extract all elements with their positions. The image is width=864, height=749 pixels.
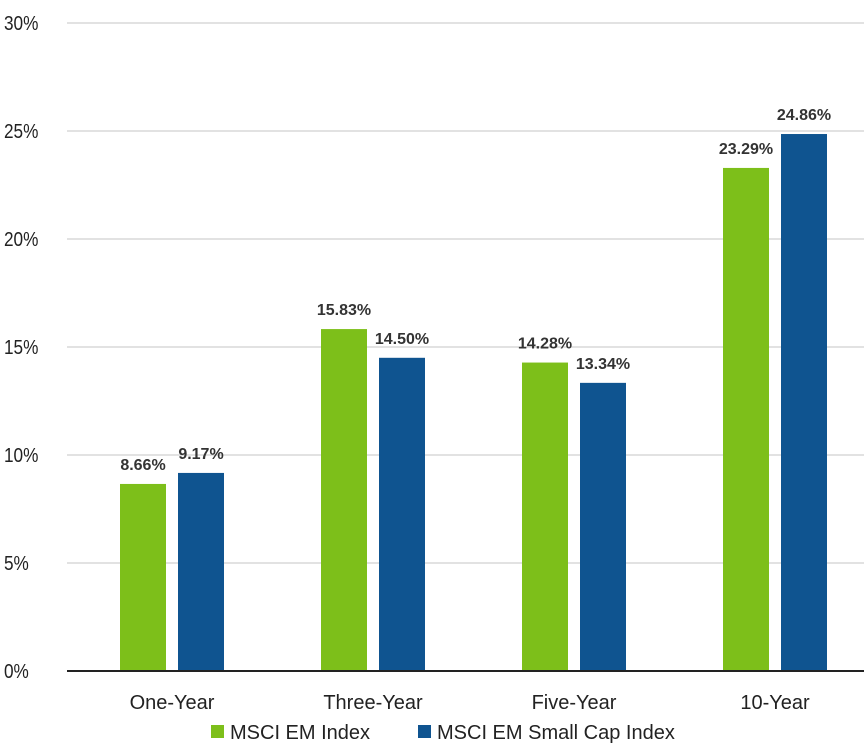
y-tick-label: 20% (4, 228, 38, 251)
y-tick-label: 15% (4, 336, 38, 359)
y-tick-label: 25% (4, 120, 38, 143)
legend-item: MSCI EM Small Cap Index (418, 722, 675, 744)
y-tick-label: 0% (4, 660, 29, 683)
bar (522, 362, 568, 671)
bar (321, 329, 367, 671)
bars (120, 134, 827, 672)
x-tick-label: 10-Year (740, 692, 810, 714)
legend-item: MSCI EM Index (211, 722, 370, 744)
y-axis: 0% 5% 10% 15% 20% 25% 30% (4, 12, 38, 683)
data-labels: 8.66% 15.83% 14.28% 23.29% 9.17% 14.50% 13.34%… (120, 107, 831, 474)
y-tick-label: 30% (4, 12, 38, 35)
x-tick-label: Three-Year (323, 692, 423, 714)
data-label: 14.50% (375, 331, 429, 348)
bar (580, 382, 626, 671)
bar (120, 483, 166, 671)
x-axis: One-Year Three-Year Five-Year 10-Year (130, 692, 810, 714)
legend-label: MSCI EM Index (230, 722, 370, 744)
y-tick-label: 10% (4, 444, 38, 467)
bar (723, 167, 769, 671)
x-tick-label: Five-Year (532, 692, 617, 714)
bar (178, 472, 224, 671)
data-label: 14.28% (518, 336, 572, 353)
legend-swatch (418, 725, 431, 738)
data-label: 24.86% (777, 107, 831, 124)
bar (781, 134, 827, 672)
data-label: 9.17% (178, 446, 223, 463)
legend: MSCI EM Index MSCI EM Small Cap Index (211, 722, 675, 744)
bar (379, 357, 425, 671)
legend-swatch (211, 725, 224, 738)
legend-label: MSCI EM Small Cap Index (437, 722, 675, 744)
x-tick-label: One-Year (130, 692, 215, 714)
data-label: 13.34% (576, 356, 630, 373)
y-tick-label: 5% (4, 552, 29, 575)
data-label: 23.29% (719, 141, 773, 158)
data-label: 8.66% (120, 457, 165, 474)
data-label: 15.83% (317, 302, 371, 319)
